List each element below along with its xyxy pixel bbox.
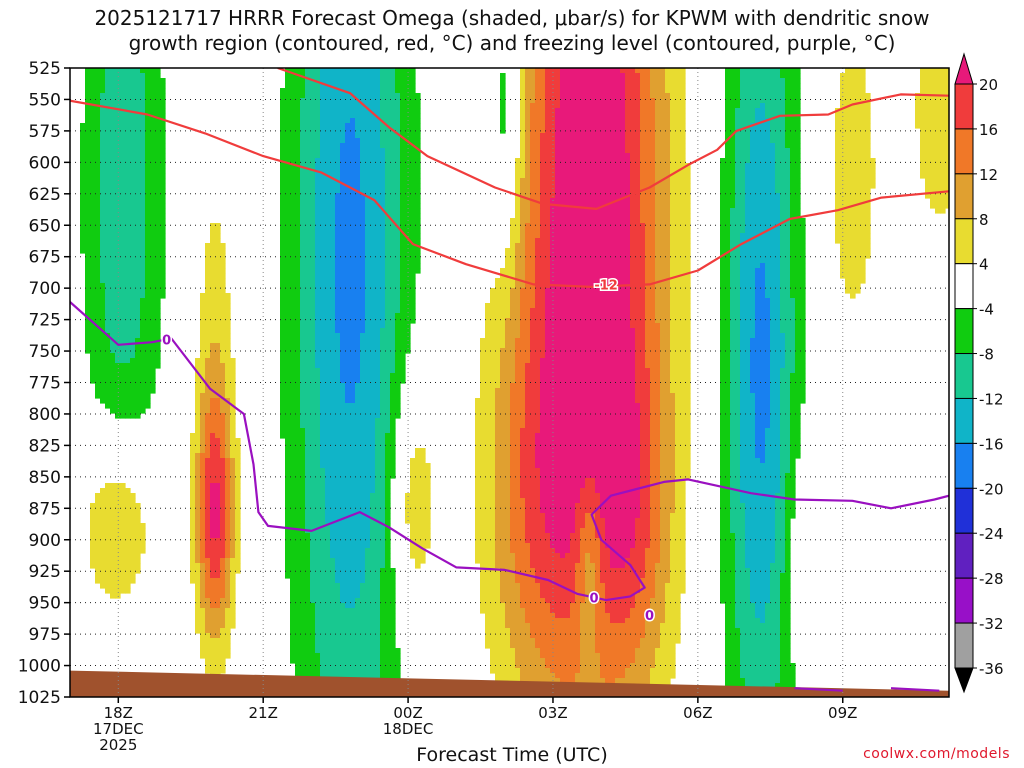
- colorbar-label: 16: [979, 121, 998, 139]
- y-tick-label: 625: [29, 185, 61, 205]
- dgz-contour-label: -12: [594, 278, 618, 293]
- dgz-contour-group: [70, 99, 949, 288]
- x-tick-label: 2025: [99, 736, 137, 754]
- colorbar-swatch: [954, 442, 974, 489]
- colorbar-label: -28: [979, 570, 1004, 588]
- freezing-level-contour: [70, 301, 949, 602]
- dgz-contour: [277, 68, 949, 210]
- freezing-level-contour: [890, 687, 940, 692]
- y-tick-label: 975: [29, 625, 61, 645]
- chart-title-line-1: 2025121717 HRRR Forecast Omega (shaded, …: [94, 6, 930, 30]
- y-tick-label: 650: [29, 216, 61, 236]
- y-tick-label: 875: [29, 499, 61, 519]
- gridlines: [70, 68, 949, 697]
- colorbar-swatch: [954, 173, 974, 220]
- y-tick-label: 825: [29, 436, 61, 456]
- x-tick-label: 18Z: [104, 704, 133, 722]
- colorbar-swatch: [954, 487, 974, 534]
- colorbar-swatch: [954, 263, 974, 310]
- colorbar-swatch: [954, 397, 974, 444]
- colorbar-swatch: [954, 218, 974, 265]
- dgz-contour: [70, 99, 949, 288]
- x-tick-label: 09Z: [828, 704, 857, 722]
- y-tick-label: 925: [29, 562, 61, 582]
- colorbar-swatch: [954, 532, 974, 579]
- freezing-level-contour-group: 0: [588, 590, 600, 608]
- y-tick-label: 950: [29, 594, 61, 614]
- freezing-level-contour-group: [794, 687, 843, 692]
- dgz-contour-group: -12: [277, 68, 949, 295]
- y-tick-label: 850: [29, 468, 61, 488]
- x-tick-label: 17DEC: [93, 720, 144, 738]
- colorbar-label: 4: [979, 256, 989, 274]
- y-tick-label: 1000: [18, 657, 61, 677]
- colorbar-label: 20: [979, 76, 998, 94]
- colorbar: 20 16 12 8 4 -4 -8 -12 -16 -20 -24 -28 -32 -36: [954, 52, 1004, 694]
- freezing-level-label: 0: [589, 592, 598, 607]
- colorbar-label: -8: [979, 346, 994, 364]
- freezing-level-contour-group: [890, 687, 940, 692]
- site-credit: coolwx.com/models: [863, 746, 1010, 762]
- y-tick-label: 900: [29, 531, 61, 551]
- colorbar-label: -20: [979, 480, 1004, 498]
- omega-shading: [80, 68, 949, 697]
- y-tick-label: 775: [29, 374, 61, 394]
- freezing-level-contour: [794, 687, 843, 692]
- terrain-band: [70, 670, 949, 697]
- colorbar-swatch: [954, 353, 974, 399]
- freezing-level-label: 0: [162, 334, 171, 349]
- y-tick-label: 725: [29, 311, 61, 331]
- chart-title-line-2: growth region (contoured, red, °C) and f…: [128, 31, 896, 55]
- colorbar-label: -36: [979, 660, 1004, 678]
- colorbar-swatch: [954, 622, 974, 669]
- y-tick-label: 700: [29, 279, 61, 299]
- x-tick-label: 00Z: [393, 704, 422, 722]
- y-tick-label: 525: [29, 59, 61, 79]
- y-tick-label: 550: [29, 90, 61, 110]
- freezing-level-contour-group: 0: [644, 608, 656, 626]
- colorbar-swatch: [954, 577, 974, 624]
- colorbar-top-arrow: [954, 52, 974, 85]
- x-tick-label: 21Z: [248, 704, 277, 722]
- freezing-level-contour-group: 0: [70, 301, 949, 602]
- x-axis-title: Forecast Time (UTC): [416, 744, 608, 766]
- colorbar-label: -12: [979, 390, 1004, 408]
- x-tick-label: 03Z: [538, 704, 567, 722]
- colorbar-label: -32: [979, 615, 1004, 633]
- colorbar-swatch: [954, 128, 974, 175]
- colorbar-swatch: [954, 308, 974, 355]
- freezing-level-label: 0: [645, 609, 654, 624]
- colorbar-label: -4: [979, 301, 994, 319]
- y-tick-label: 750: [29, 342, 61, 362]
- x-tick-label: 18DEC: [383, 720, 434, 738]
- colorbar-label: 8: [979, 211, 989, 229]
- y-tick-label: 675: [29, 248, 61, 268]
- colorbar-label: -16: [979, 435, 1004, 453]
- y-tick-label: 575: [29, 122, 61, 142]
- y-tick-label: 600: [29, 153, 61, 173]
- colorbar-label: 12: [979, 166, 998, 184]
- y-tick-label: 1025: [18, 688, 61, 708]
- y-tick-label: 800: [29, 405, 61, 425]
- colorbar-label: -24: [979, 525, 1004, 543]
- x-tick-label: 06Z: [683, 704, 712, 722]
- colorbar-bottom-arrow: [954, 667, 974, 694]
- colorbar-swatch: [954, 83, 974, 130]
